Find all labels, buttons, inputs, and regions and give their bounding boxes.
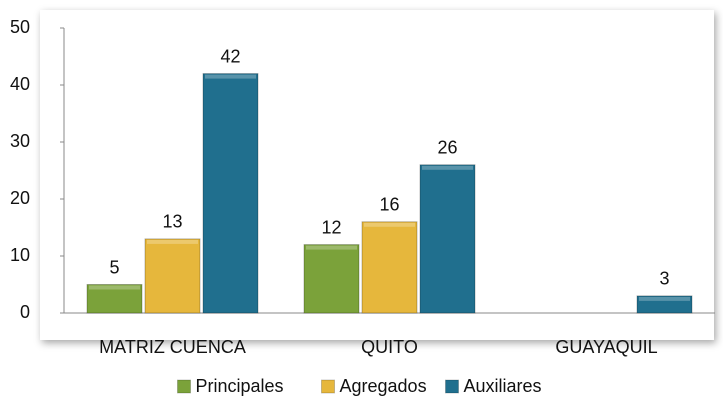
bar xyxy=(303,244,360,314)
bar-highlight xyxy=(364,222,415,227)
x-tick-label: QUITO xyxy=(361,337,418,357)
y-tick-label: 20 xyxy=(10,188,30,208)
y-tick-label: 40 xyxy=(10,74,30,94)
data-label: 3 xyxy=(659,269,669,289)
bar xyxy=(361,221,418,314)
legend-swatch xyxy=(177,379,191,394)
bar-highlight xyxy=(89,285,140,290)
legend-label: Principales xyxy=(196,376,284,396)
bar xyxy=(86,284,143,314)
y-tick-label: 50 xyxy=(10,17,30,37)
bar xyxy=(419,164,476,314)
legend-label: Agregados xyxy=(340,376,427,396)
bar xyxy=(144,238,201,314)
bar-highlight xyxy=(147,239,198,244)
bar xyxy=(636,295,693,314)
bar-highlight xyxy=(306,245,357,250)
bar-highlight xyxy=(639,296,690,301)
data-label: 5 xyxy=(109,257,119,277)
x-tick-label: MATRIZ CUENCA xyxy=(99,337,246,357)
data-label: 16 xyxy=(379,195,399,215)
legend-label: Auxiliares xyxy=(464,376,542,396)
bar-highlight xyxy=(205,74,256,79)
data-label: 13 xyxy=(162,212,182,232)
data-label: 42 xyxy=(220,46,240,66)
y-tick-label: 10 xyxy=(10,245,30,265)
data-label: 26 xyxy=(437,138,457,158)
data-label: 12 xyxy=(321,217,341,237)
bar xyxy=(202,73,259,314)
legend-swatch xyxy=(445,379,459,394)
x-tick-label: GUAYAQUIL xyxy=(555,337,657,357)
bar-highlight xyxy=(422,165,473,170)
y-tick-label: 30 xyxy=(10,131,30,151)
y-tick-label: 0 xyxy=(20,302,30,322)
legend-swatch xyxy=(321,379,335,394)
